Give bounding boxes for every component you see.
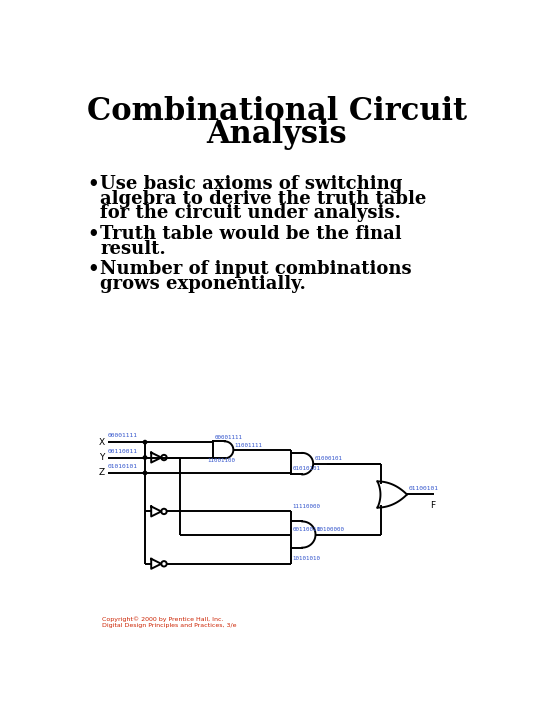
Text: •: •	[87, 261, 98, 279]
Text: 00110011: 00110011	[108, 449, 138, 454]
Text: Copyright© 2000 by Prentice Hall, Inc.
Digital Design Principles and Practices, : Copyright© 2000 by Prentice Hall, Inc. D…	[103, 616, 237, 628]
Text: •: •	[87, 225, 98, 243]
Text: Truth table would be the final: Truth table would be the final	[100, 225, 402, 243]
Circle shape	[143, 472, 147, 474]
Text: Y: Y	[99, 453, 105, 462]
Text: Z: Z	[99, 469, 105, 477]
Text: grows exponentially.: grows exponentially.	[100, 275, 306, 293]
Text: Number of input combinations: Number of input combinations	[100, 261, 411, 279]
Text: algebra to derive the truth table: algebra to derive the truth table	[100, 189, 427, 207]
Text: 01100101: 01100101	[408, 487, 438, 492]
Text: 01000101: 01000101	[315, 456, 343, 462]
Text: X: X	[99, 438, 105, 446]
Text: F: F	[430, 500, 435, 510]
Text: Combinational Circuit: Combinational Circuit	[87, 96, 467, 127]
Text: 11001111: 11001111	[234, 443, 262, 448]
Text: 00001111: 00001111	[108, 433, 138, 438]
Circle shape	[143, 456, 147, 459]
Text: Analysis: Analysis	[206, 119, 347, 150]
Text: 10101010: 10101010	[292, 557, 320, 562]
Text: 11001100: 11001100	[207, 459, 235, 463]
Text: Use basic axioms of switching: Use basic axioms of switching	[100, 175, 402, 193]
Text: 00100000: 00100000	[317, 527, 345, 532]
Text: 00001111: 00001111	[215, 435, 243, 440]
Text: 01010101: 01010101	[108, 464, 138, 469]
Text: 11110000: 11110000	[292, 504, 320, 509]
Text: •: •	[87, 175, 98, 193]
Text: 00110011: 00110011	[292, 527, 320, 532]
Text: result.: result.	[100, 240, 166, 258]
Text: for the circuit under analysis.: for the circuit under analysis.	[100, 204, 401, 222]
Circle shape	[143, 441, 147, 444]
Text: 01010101: 01010101	[292, 466, 320, 471]
